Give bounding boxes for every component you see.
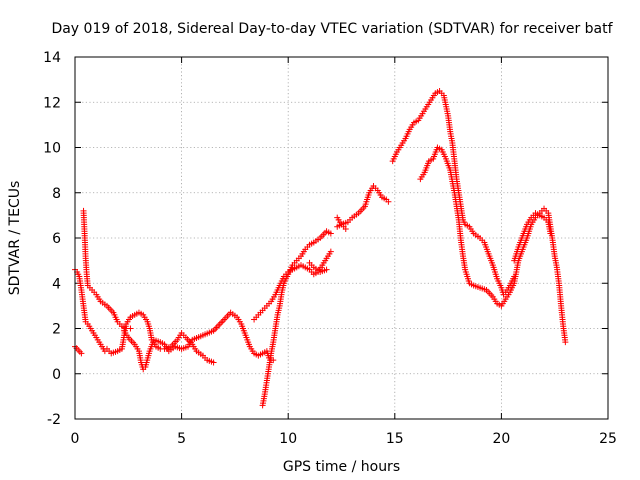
tick-labels: 0 5 10 15 20 25 -2 0 2 4 6 8 10 12 14 bbox=[43, 50, 617, 447]
series-track-g bbox=[251, 248, 334, 323]
x-tick-label: 0 bbox=[71, 431, 80, 447]
data-point bbox=[547, 230, 554, 237]
x-tick-label: 5 bbox=[177, 431, 186, 447]
data-point bbox=[385, 198, 392, 205]
series-track-i bbox=[334, 182, 392, 230]
x-tick-label: 20 bbox=[492, 431, 510, 447]
plot-frame bbox=[74, 56, 609, 420]
y-tick-label: 6 bbox=[52, 231, 61, 247]
y-tick-label: 8 bbox=[52, 186, 61, 202]
data-point bbox=[342, 225, 349, 232]
y-tick-label: 12 bbox=[43, 95, 61, 111]
y-axis-label: SDTVAR / TECUs bbox=[7, 181, 23, 296]
data-point bbox=[127, 325, 134, 332]
data-point bbox=[210, 359, 217, 366]
data-points bbox=[72, 87, 569, 409]
y-tick-label: 2 bbox=[52, 322, 61, 338]
data-point bbox=[323, 266, 330, 273]
series-track-m bbox=[511, 210, 554, 264]
data-point bbox=[327, 248, 334, 255]
series-track-j bbox=[334, 214, 349, 232]
series-track-b bbox=[72, 266, 108, 355]
series-track-h bbox=[306, 259, 330, 275]
x-tick-label: 10 bbox=[279, 431, 297, 447]
series-track-e bbox=[121, 309, 277, 373]
data-point bbox=[562, 339, 569, 346]
x-tick-label: 15 bbox=[386, 431, 404, 447]
y-tick-label: 0 bbox=[52, 367, 61, 383]
y-tick-label: 10 bbox=[43, 141, 61, 157]
chart-title: Day 019 of 2018, Sidereal Day-to-day VTE… bbox=[51, 21, 613, 37]
x-axis-label: GPS time / hours bbox=[283, 459, 400, 475]
y-tick-label: -2 bbox=[47, 412, 61, 428]
grid bbox=[75, 57, 608, 419]
x-tick-label: 25 bbox=[599, 431, 617, 447]
y-tick-label: 14 bbox=[43, 50, 61, 66]
data-point bbox=[327, 230, 334, 237]
y-tick-label: 4 bbox=[52, 276, 61, 292]
series-track-a bbox=[72, 343, 85, 357]
series-track-f bbox=[259, 228, 334, 409]
data-point bbox=[78, 350, 85, 357]
series-track-l bbox=[417, 144, 569, 346]
series-track-c bbox=[80, 207, 134, 332]
